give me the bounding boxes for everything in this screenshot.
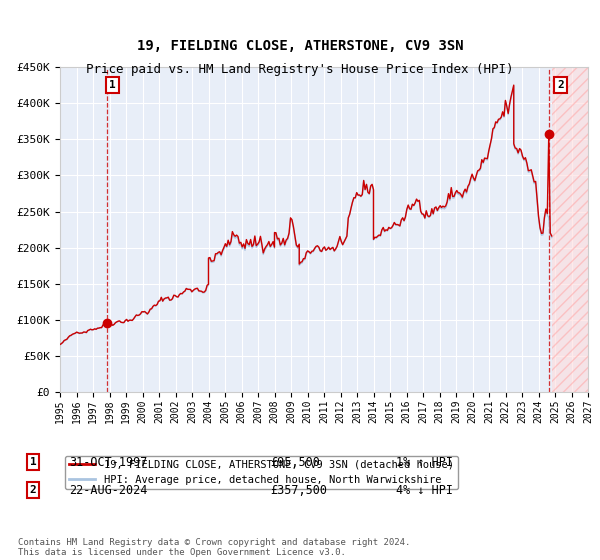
Text: 19, FIELDING CLOSE, ATHERSTONE, CV9 3SN: 19, FIELDING CLOSE, ATHERSTONE, CV9 3SN [137, 39, 463, 53]
Text: Contains HM Land Registry data © Crown copyright and database right 2024.
This d: Contains HM Land Registry data © Crown c… [18, 538, 410, 557]
Text: £95,500: £95,500 [270, 455, 320, 469]
Text: 22-AUG-2024: 22-AUG-2024 [69, 483, 148, 497]
Text: 1: 1 [29, 457, 37, 467]
Text: 1: 1 [109, 80, 116, 90]
Text: 4% ↓ HPI: 4% ↓ HPI [396, 483, 453, 497]
Text: 1% ↑ HPI: 1% ↑ HPI [396, 455, 453, 469]
Legend: 19, FIELDING CLOSE, ATHERSTONE, CV9 3SN (detached house), HPI: Average price, de: 19, FIELDING CLOSE, ATHERSTONE, CV9 3SN … [65, 456, 458, 489]
Text: £357,500: £357,500 [270, 483, 327, 497]
Text: 2: 2 [557, 80, 564, 90]
Bar [551, 67, 588, 392]
Text: Price paid vs. HM Land Registry's House Price Index (HPI): Price paid vs. HM Land Registry's House … [86, 63, 514, 76]
Text: 31-OCT-1997: 31-OCT-1997 [69, 455, 148, 469]
Text: 2: 2 [29, 485, 37, 495]
